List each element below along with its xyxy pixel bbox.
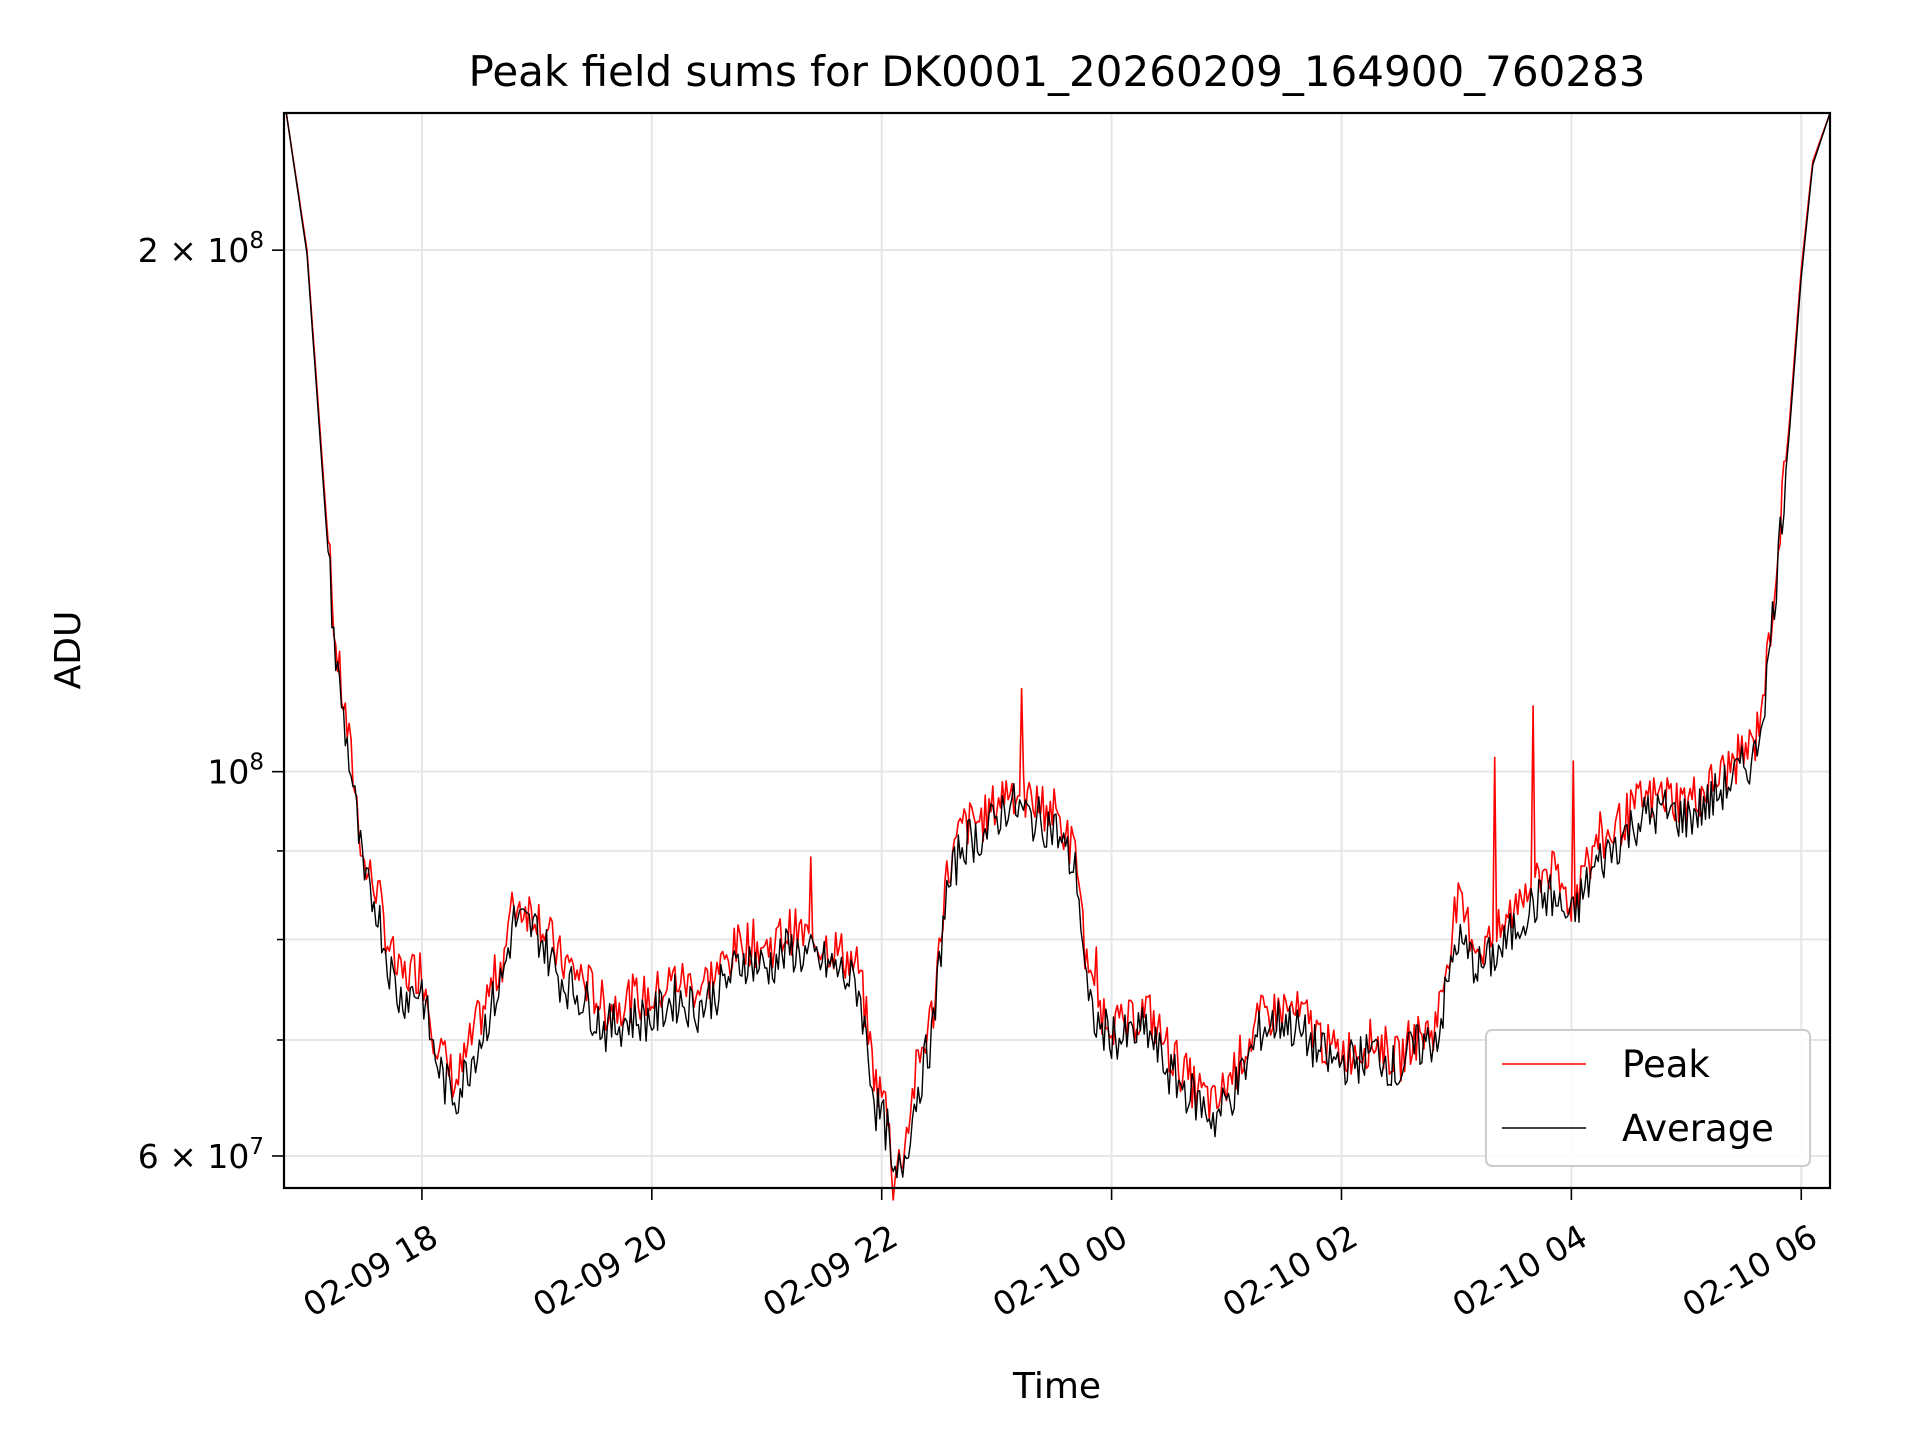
series-layer xyxy=(285,112,1831,1201)
y-tick-exponent: 8 xyxy=(249,750,264,776)
x-axis-label: Time xyxy=(1012,1366,1101,1407)
plot-frame xyxy=(282,111,1832,1190)
y-tick-exponent: 8 xyxy=(249,228,264,254)
y-tick-label: 2 × 108 xyxy=(138,228,264,270)
chart-title: Peak field sums for DK0001_20260209_1649… xyxy=(468,47,1645,96)
legend: Peak Average xyxy=(1485,1029,1811,1167)
legend-label-peak: Peak xyxy=(1622,1043,1710,1086)
y-tick-label: 6 × 107 xyxy=(138,1134,264,1176)
series-line-peak xyxy=(285,112,1831,1201)
y-tick-exponent: 7 xyxy=(249,1134,264,1160)
y-axis-label: ADU xyxy=(48,611,89,690)
series-line-average xyxy=(285,112,1831,1179)
legend-label-average: Average xyxy=(1622,1107,1774,1150)
